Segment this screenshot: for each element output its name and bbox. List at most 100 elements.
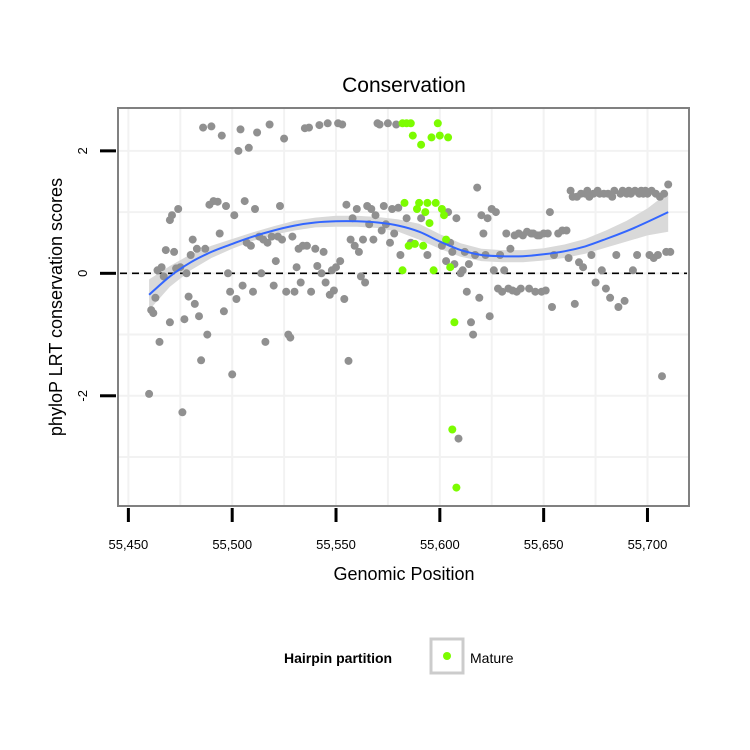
- data-point: [222, 202, 230, 210]
- data-point: [338, 120, 347, 129]
- data-point: [217, 131, 226, 140]
- data-point: [276, 202, 284, 210]
- data-point: [612, 251, 621, 259]
- data-point: [442, 257, 451, 266]
- data-point: [448, 247, 457, 256]
- x-axis-ticks: 55,450 55,500 55,550 55,600 55,650 55,700: [108, 508, 667, 552]
- data-point: [236, 125, 245, 134]
- data-point: [199, 123, 208, 132]
- data-point: [388, 205, 397, 213]
- data-point: [170, 247, 179, 256]
- data-point: [541, 286, 550, 295]
- data-point: [502, 229, 511, 238]
- data-point: [215, 229, 224, 238]
- legend-key-box: [429, 637, 465, 675]
- data-point: [462, 287, 471, 296]
- data-point: [197, 356, 206, 365]
- data-point: [597, 266, 606, 275]
- data-point: [165, 318, 174, 327]
- y-tick-label: 0: [75, 270, 90, 277]
- data-point-mature: [448, 425, 457, 434]
- data-point: [458, 266, 467, 275]
- data-point: [336, 257, 345, 266]
- data-points: [145, 119, 675, 492]
- data-point: [367, 205, 376, 213]
- data-point-mature: [419, 241, 428, 250]
- data-point: [356, 272, 365, 281]
- data-point: [346, 235, 355, 244]
- data-point: [361, 278, 370, 287]
- data-point: [545, 208, 554, 217]
- data-point: [489, 266, 498, 275]
- data-point-mature: [415, 198, 424, 207]
- data-point: [479, 229, 488, 238]
- data-point: [469, 330, 478, 339]
- data-point: [342, 200, 351, 209]
- data-point: [184, 292, 193, 301]
- data-point: [564, 254, 573, 262]
- data-point-mature: [400, 198, 409, 207]
- data-point-mature: [398, 266, 407, 275]
- data-point: [155, 337, 164, 346]
- data-point-mature: [440, 211, 448, 220]
- data-point: [375, 120, 384, 129]
- data-point: [359, 235, 367, 244]
- data-point: [180, 315, 189, 324]
- data-point-mature: [444, 133, 453, 142]
- data-point: [307, 287, 316, 296]
- data-point: [244, 143, 253, 152]
- legend: Hairpin partition Mature: [284, 637, 514, 675]
- data-point: [396, 251, 405, 259]
- y-tick-label: -2: [75, 390, 90, 402]
- data-point: [249, 287, 257, 296]
- data-point: [282, 287, 291, 296]
- data-point: [151, 293, 160, 302]
- data-point: [286, 333, 295, 342]
- data-point: [332, 263, 340, 272]
- plot-panel: [117, 107, 690, 507]
- data-point: [633, 251, 642, 259]
- data-point: [292, 263, 301, 272]
- data-point: [653, 251, 662, 259]
- data-point: [491, 208, 500, 217]
- data-point-mature: [423, 198, 432, 207]
- data-point-mature: [410, 239, 419, 248]
- data-point: [305, 123, 313, 132]
- data-point: [313, 262, 322, 270]
- y-axis-ticks: -2 0 2: [75, 147, 116, 402]
- data-point: [278, 235, 286, 244]
- data-point: [666, 247, 675, 256]
- data-point: [543, 229, 552, 238]
- data-point: [265, 120, 274, 129]
- data-point: [525, 284, 534, 293]
- x-tick-label: 55,700: [628, 537, 668, 552]
- data-point: [203, 330, 212, 339]
- data-point-mature: [427, 133, 436, 142]
- data-point: [161, 246, 170, 255]
- data-point: [496, 251, 505, 259]
- data-point: [477, 211, 486, 220]
- data-point: [230, 211, 239, 220]
- data-point: [454, 434, 463, 443]
- data-point-mature: [429, 266, 438, 275]
- data-point: [591, 278, 600, 287]
- data-point: [601, 284, 610, 293]
- data-point-mature: [446, 263, 455, 272]
- data-point: [251, 205, 259, 213]
- data-point: [566, 186, 575, 195]
- grid-lines: [119, 109, 688, 505]
- data-point-mature: [404, 241, 413, 250]
- data-point: [315, 121, 324, 130]
- data-point: [583, 186, 592, 195]
- data-point: [232, 295, 241, 303]
- data-point: [660, 189, 669, 198]
- data-point: [240, 197, 249, 206]
- data-point: [620, 296, 629, 305]
- data-point: [195, 312, 203, 321]
- data-point-mature: [413, 205, 421, 213]
- data-point-mature: [417, 140, 426, 149]
- data-point: [587, 251, 596, 259]
- x-tick-label: 55,650: [524, 537, 564, 552]
- data-point: [329, 286, 338, 295]
- data-point: [190, 299, 199, 308]
